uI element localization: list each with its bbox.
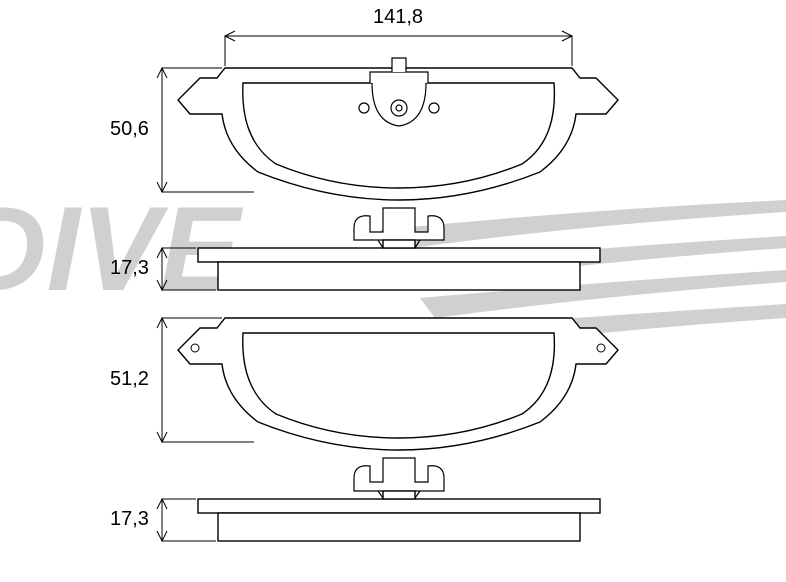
lower-profile-bar [198,491,600,541]
label-height-upper: 50,6 [110,118,149,141]
upper-brake-pad [178,58,618,200]
label-thickness-lower: 17,3 [110,508,149,531]
label-thickness-upper: 17,3 [110,257,149,280]
label-height-lower: 51,2 [110,368,149,391]
upper-profile-bar [198,240,600,290]
label-width-top: 141,8 [373,6,423,29]
technical-drawing [0,0,786,582]
diagram-container: { "watermark": { "text_primary": "DIVE",… [0,0,786,582]
lower-brake-pad [178,318,618,450]
